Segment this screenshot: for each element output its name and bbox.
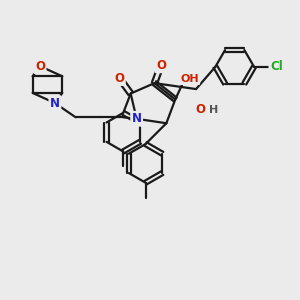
Text: H: H bbox=[209, 105, 218, 115]
Text: O: O bbox=[195, 103, 205, 116]
Text: O: O bbox=[35, 60, 45, 73]
Text: O: O bbox=[114, 72, 124, 85]
Text: N: N bbox=[50, 97, 60, 110]
Text: N: N bbox=[132, 112, 142, 125]
Text: Cl: Cl bbox=[270, 60, 283, 73]
Text: OH: OH bbox=[180, 74, 199, 84]
Text: O: O bbox=[156, 59, 166, 72]
